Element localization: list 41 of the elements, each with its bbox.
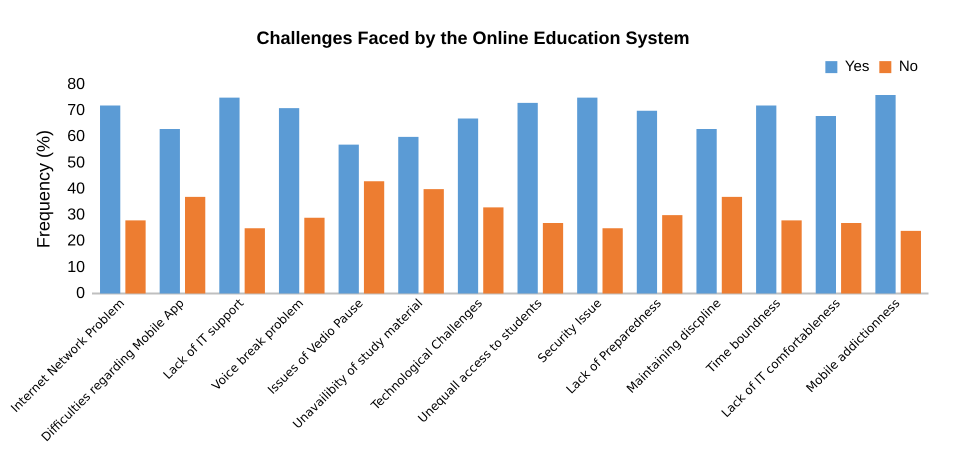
bar: [160, 129, 180, 294]
legend-label: Yes: [844, 58, 870, 76]
bar: [364, 181, 384, 294]
bar: [781, 220, 802, 294]
legend-label: No: [898, 58, 918, 76]
bar: [483, 207, 504, 294]
chart-title: Challenges Faced by the Online Education System: [256, 28, 690, 48]
bar: [602, 228, 623, 294]
y-tick-label: 50: [67, 154, 86, 172]
bar: [458, 118, 478, 294]
bar: [662, 215, 682, 294]
bar: [304, 218, 325, 294]
bar: [219, 98, 240, 294]
bar: [338, 144, 359, 294]
y-tick-label: 0: [76, 284, 86, 302]
bar: [125, 220, 146, 294]
bar: [185, 196, 206, 294]
bar: [278, 108, 300, 294]
bar: [398, 136, 419, 294]
y-tick-label: 60: [67, 128, 86, 146]
y-axis-title: Frequency (%): [33, 130, 54, 248]
bar: [900, 230, 921, 294]
bar: [577, 98, 598, 294]
y-tick-label: 40: [67, 180, 86, 198]
bar: [542, 223, 564, 294]
bar: [841, 223, 862, 294]
bar: [424, 189, 444, 294]
y-tick-label: 30: [67, 206, 86, 224]
bar: [722, 196, 742, 294]
bar: [518, 102, 538, 294]
y-tick-label: 20: [67, 232, 86, 250]
bar: [100, 105, 120, 294]
bar: [816, 116, 836, 294]
bar: [696, 129, 717, 294]
bar: [875, 95, 896, 294]
bar: [756, 105, 776, 294]
bar: [244, 228, 265, 294]
y-tick-label: 70: [67, 102, 86, 120]
bar: [636, 110, 658, 294]
y-tick-label: 80: [67, 76, 86, 94]
y-tick-label: 10: [67, 258, 86, 276]
